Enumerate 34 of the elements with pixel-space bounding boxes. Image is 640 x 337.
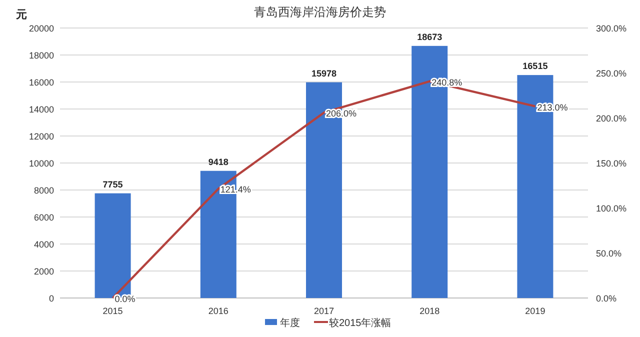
y-tick-label: 0: [48, 294, 54, 304]
legend-label: 较2015年涨幅: [329, 317, 392, 329]
y2-tick-label: 200.0%: [596, 114, 627, 124]
y-tick-label: 8000: [34, 186, 54, 196]
data-label: 240.8%: [432, 77, 462, 88]
y-axis-title: 元: [15, 9, 27, 21]
x-tick-label: 2015: [102, 306, 123, 316]
data-label: 16515: [522, 61, 548, 72]
y2-tick-label: 300.0%: [596, 24, 627, 34]
y-tick-label: 16000: [28, 78, 54, 88]
y2-tick-label: 100.0%: [596, 204, 627, 214]
y-tick-label: 6000: [34, 212, 54, 222]
legend-label: 年度: [280, 317, 300, 329]
data-label: 18673: [417, 32, 442, 42]
data-label: 15978: [311, 68, 337, 78]
y-tick-label: 18000: [28, 50, 54, 60]
y-tick-label: 14000: [28, 104, 54, 114]
x-tick-label: 2019: [525, 306, 546, 316]
y2-tick-label: 150.0%: [596, 158, 627, 168]
y-tick-label: 4000: [34, 240, 54, 250]
y-tick-label: 12000: [28, 132, 54, 142]
y2-tick-label: 50.0%: [596, 248, 622, 258]
data-label: 7755: [102, 179, 123, 190]
chart-title: 青岛西海岸沿海房价走势: [254, 5, 386, 19]
x-tick-label: 2017: [314, 306, 334, 316]
y-tick-label: 20000: [28, 24, 54, 34]
x-tick-label: 2016: [208, 306, 228, 316]
data-label: 206.0%: [326, 108, 357, 119]
y-tick-label: 10000: [28, 158, 54, 168]
y2-tick-label: 0.0%: [596, 294, 617, 304]
y2-tick-label: 250.0%: [596, 68, 627, 78]
x-tick-label: 2018: [420, 306, 440, 316]
data-label: 9418: [208, 156, 228, 167]
y-tick-label: 2000: [34, 266, 54, 276]
